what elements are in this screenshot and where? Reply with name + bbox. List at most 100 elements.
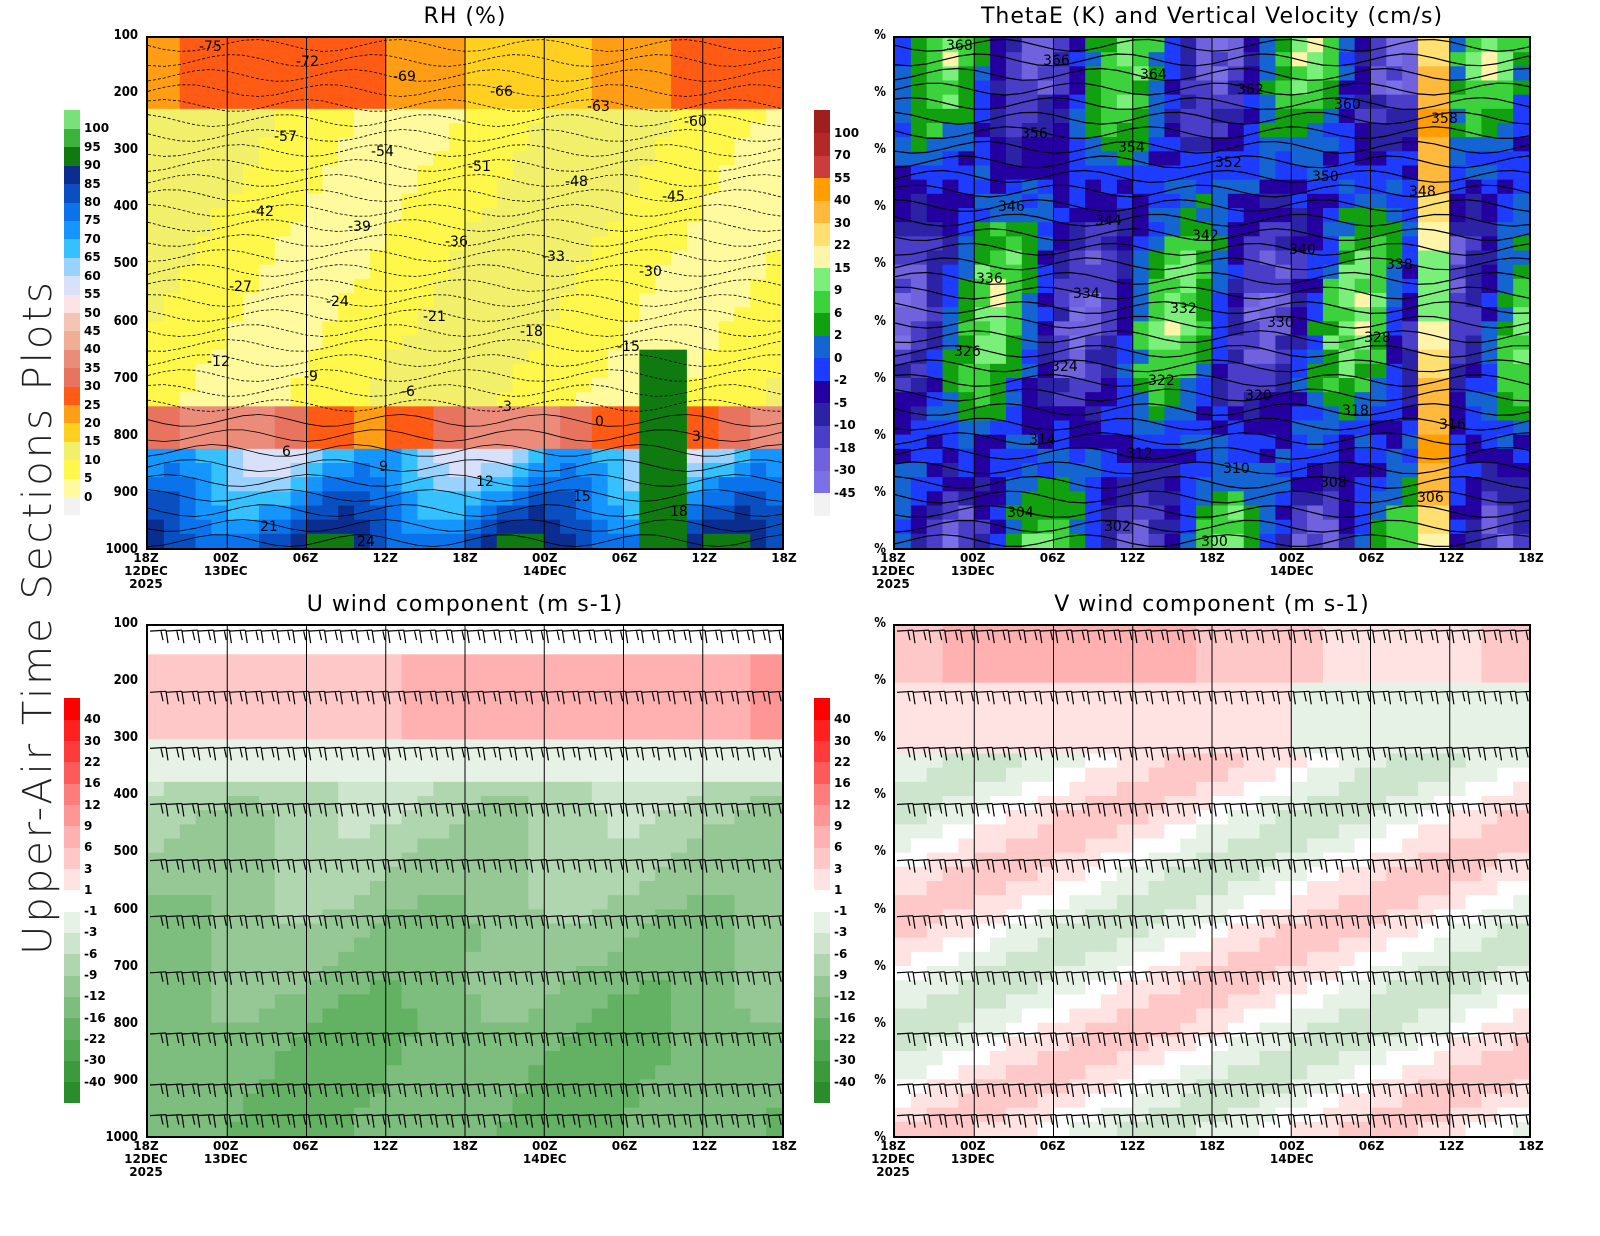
- contour-line: [148, 459, 782, 472]
- contour-line: [895, 490, 1529, 504]
- wind-barb: [1451, 971, 1471, 985]
- wind-barb: [720, 1114, 740, 1128]
- wind-barb: [768, 971, 782, 982]
- xtick-time: 18Z: [1199, 1139, 1225, 1153]
- wind-barb: [181, 1032, 201, 1047]
- thetae-colorbar-swatch: [814, 470, 830, 493]
- wind-barb: [1372, 802, 1392, 817]
- wind-barb: [340, 1114, 359, 1128]
- rh-colorbar-swatch: [64, 312, 80, 332]
- wind-barb: [912, 859, 932, 873]
- wind-barb: [1229, 629, 1249, 644]
- wind-barb: [514, 690, 534, 705]
- wind-barb: [308, 915, 328, 929]
- wind-barb: [1245, 1032, 1265, 1047]
- thetae-colorbar-swatch: [814, 177, 830, 201]
- vwind-xtick-label: 12Z: [1421, 1140, 1481, 1153]
- contour-line: [148, 429, 782, 442]
- xtick-time: 12Z: [372, 551, 398, 565]
- wind-barb: [1261, 802, 1281, 817]
- wind-barb: [1372, 1114, 1392, 1128]
- wind-barb: [165, 859, 185, 873]
- xtick-date: 14DEC: [522, 1152, 567, 1166]
- wind-barb: [768, 746, 782, 758]
- rh-colorbar-swatch: [64, 220, 80, 240]
- wind-barb: [356, 859, 375, 873]
- wind-barb: [1467, 746, 1487, 761]
- wind-barb: [213, 1114, 232, 1128]
- wind-barb: [1420, 746, 1439, 761]
- wind-barb: [530, 915, 549, 929]
- wind-barb: [562, 859, 581, 873]
- wind-barb: [1388, 746, 1407, 761]
- wind-barb: [1435, 1083, 1455, 1098]
- thetae-colorbar-label: 2: [834, 328, 843, 342]
- wind-barb: [1023, 1083, 1043, 1098]
- uwind-colorbar-swatch: [64, 804, 80, 827]
- vwind-xtick-label: 00Z 13DEC: [943, 1140, 1003, 1166]
- wind-barb: [1166, 802, 1186, 817]
- wind-barb: [466, 690, 486, 705]
- wind-barb: [928, 802, 948, 817]
- uwind-ytick-label: 100: [113, 616, 138, 631]
- wind-barb: [1055, 1032, 1075, 1047]
- wind-barb: [229, 915, 248, 929]
- wind-barb: [976, 971, 995, 985]
- xtick-year: 2025: [876, 1165, 910, 1179]
- wind-barb: [181, 690, 201, 705]
- wind-barb: [1435, 629, 1455, 644]
- wind-barb: [1071, 629, 1090, 644]
- wind-barb: [1483, 1114, 1503, 1128]
- uwind-xtick-label: 06Z: [595, 1140, 655, 1153]
- rh-colorbar-swatch: [64, 367, 80, 387]
- contour-label: -48: [565, 174, 588, 190]
- wind-barb: [1372, 859, 1392, 873]
- xtick-time: 06Z: [292, 551, 319, 565]
- wind-barb: [1388, 1114, 1407, 1128]
- wind-barb: [944, 629, 964, 644]
- wind-barb: [1388, 971, 1407, 985]
- wind-barb: [1118, 1083, 1138, 1098]
- wind-barb: [197, 802, 217, 817]
- wind-barb: [229, 1032, 248, 1047]
- wind-barb: [435, 1114, 454, 1128]
- wind-barb: [609, 971, 629, 985]
- vwind-colorbar-label: -40: [834, 1074, 856, 1089]
- wind-barb: [197, 1114, 217, 1128]
- contour-line: [895, 344, 1529, 358]
- uwind-xtick-label: 12Z: [674, 1140, 734, 1153]
- xtick-year: 2025: [129, 1165, 163, 1179]
- contour-line: [895, 82, 1529, 96]
- contour-line: [895, 300, 1529, 315]
- wind-barb: [435, 746, 454, 761]
- xtick-time: 12Z: [1438, 1139, 1464, 1153]
- wind-barb: [276, 1083, 296, 1098]
- thetae-colorbar-label: -2: [834, 373, 848, 387]
- wind-barb: [625, 690, 645, 705]
- wind-barb: [260, 1032, 280, 1047]
- wind-barb: [1245, 802, 1265, 817]
- wind-barb: [340, 971, 359, 985]
- wind-barb: [992, 1114, 1011, 1128]
- wind-barb: [197, 971, 217, 985]
- thetae-ytick-label: %: [874, 142, 886, 158]
- wind-barb: [609, 859, 629, 873]
- xtick-time: 00Z: [213, 551, 239, 565]
- xtick-time: 06Z: [1358, 1139, 1385, 1153]
- wind-barb: [1150, 802, 1170, 817]
- wind-barb: [1007, 1083, 1027, 1098]
- thetae-plot-area: 368 366 364 362 360 358 356 354 352 350 348 346 344 3…: [893, 36, 1531, 550]
- wind-barb: [673, 859, 692, 873]
- wind-barb: [657, 690, 676, 705]
- wind-barb: [1467, 971, 1487, 985]
- wind-barb: [419, 859, 439, 873]
- wind-barb: [1245, 915, 1265, 929]
- xtick-time: 12Z: [691, 1139, 717, 1153]
- wind-barb: [1324, 1032, 1344, 1047]
- uwind-colorbar-label: -30: [84, 1053, 106, 1068]
- xtick-time: 18Z: [133, 1139, 159, 1153]
- wind-barb: [577, 915, 597, 929]
- wind-barb: [641, 1032, 660, 1047]
- vwind-ytick-label: %: [874, 1072, 886, 1088]
- wind-barb: [1055, 802, 1075, 817]
